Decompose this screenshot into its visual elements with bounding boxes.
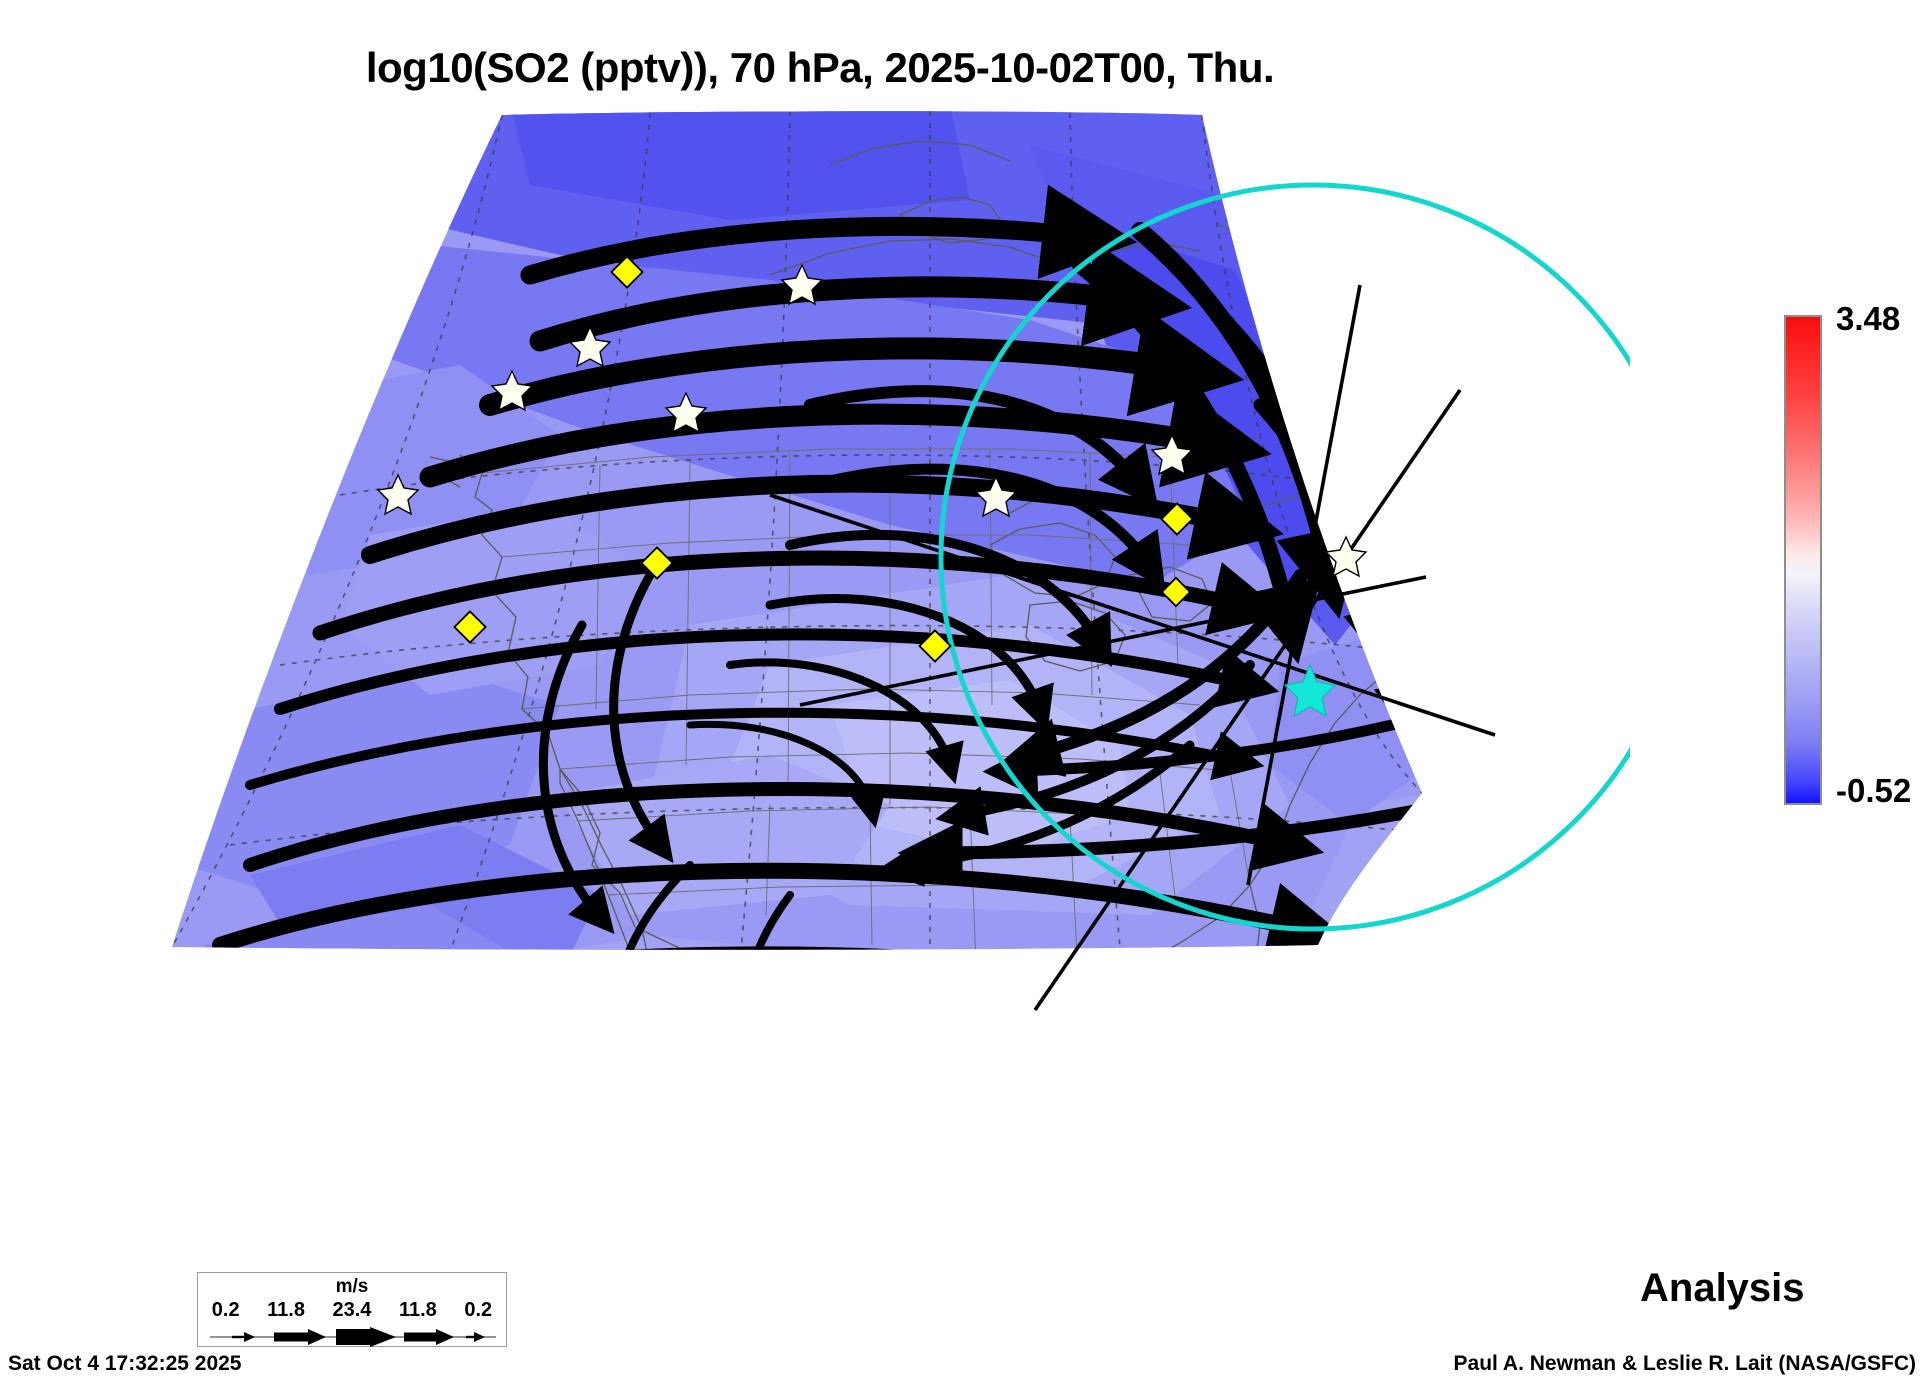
- track-d: [1033, 388, 1462, 1012]
- track-a: [1246, 284, 1362, 886]
- wind-streamline-layer: [191, 184, 1422, 950]
- track-layer: [769, 284, 1496, 1012]
- wind-key-ticks: 0.2 11.8 23.4 11.8 0.2: [198, 1299, 506, 1322]
- so2-contour-map: [172, 111, 1630, 1012]
- author-credit: Paul A. Newman & Leslie R. Lait (NASA/GS…: [1453, 1352, 1916, 1375]
- wind-key-unit: m/s: [335, 1276, 369, 1297]
- wind-tick: 11.8: [398, 1299, 437, 1321]
- wind-tick: 0.2: [464, 1299, 493, 1321]
- generation-timestamp: Sat Oct 4 17:32:25 2025: [8, 1352, 242, 1375]
- so2-shading-layer: [172, 111, 1422, 950]
- wind-speed-key: m/s 0.2 11.8 23.4 11.8 0.2: [197, 1272, 507, 1347]
- track-c: [799, 575, 1427, 707]
- colorbar-max-label: 3.48: [1836, 300, 1901, 337]
- map-panel: [130, 105, 1630, 1235]
- yellow-site-markers: [453, 255, 1194, 663]
- wind-tick: 23.4: [332, 1299, 372, 1321]
- colorbar: [1784, 315, 1822, 805]
- wind-key-arrows: [210, 1327, 496, 1347]
- range-ring-circle: [938, 182, 1630, 932]
- page-title: log10(SO2 (pptv)), 70 hPa, 2025-10-02T00…: [365, 44, 1275, 91]
- wind-tick: 11.8: [267, 1299, 305, 1321]
- analysis-label: Analysis: [1640, 1266, 1805, 1310]
- track-b: [769, 493, 1496, 737]
- vortex-center-star: [1283, 663, 1337, 718]
- wind-tick: 0.2: [211, 1299, 240, 1321]
- white-station-markers: [376, 263, 1368, 578]
- colorbar-min-label: -0.52: [1836, 772, 1912, 809]
